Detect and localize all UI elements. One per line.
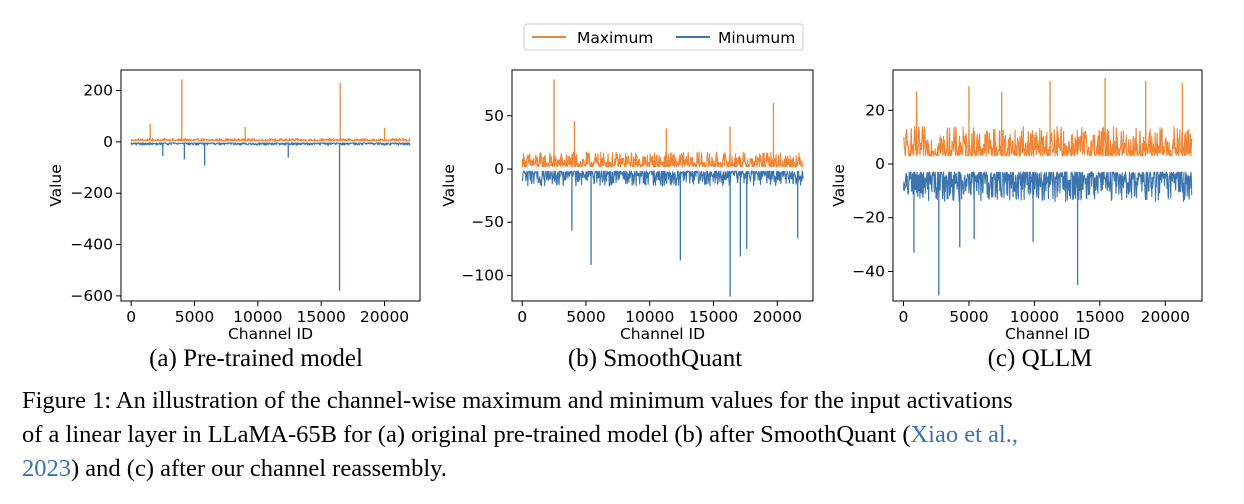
y-tick-label: −20 bbox=[852, 209, 885, 227]
x-tick-label: 15000 bbox=[1075, 308, 1124, 326]
y-tick-label: −40 bbox=[852, 262, 885, 280]
citation-link-year[interactable]: 2023 bbox=[22, 455, 71, 482]
legend-maximum-label: Maximum bbox=[577, 29, 653, 47]
figure-caption: Figure 1: An illustration of the channel… bbox=[22, 384, 1236, 486]
x-tick-label: 15000 bbox=[689, 308, 738, 326]
x-tick-label: 0 bbox=[899, 308, 909, 326]
x-axis-label: Channel ID bbox=[228, 325, 313, 343]
y-tick-label: −100 bbox=[461, 266, 504, 284]
x-tick-label: 0 bbox=[517, 308, 527, 326]
series-line-maximum bbox=[902, 125, 1193, 157]
x-tick-label: 10000 bbox=[233, 308, 282, 326]
x-tick-label: 5000 bbox=[175, 308, 214, 326]
series-line-maximum bbox=[130, 137, 411, 142]
subcaption-a: (a) Pre-trained model bbox=[149, 345, 363, 372]
chart-panel-1: 0 5000 10000 15000 20000 50 0 −50 −100 Channel ID… bbox=[440, 69, 814, 343]
caption-line-3: ) and (c) after our channel reassembly. bbox=[71, 455, 447, 482]
x-tick-label: 15000 bbox=[297, 308, 346, 326]
y-tick-label: 20 bbox=[865, 101, 885, 119]
y-tick-label: −600 bbox=[70, 287, 113, 305]
y-tick-label: −200 bbox=[70, 184, 113, 202]
x-tick-label: 20000 bbox=[360, 308, 409, 326]
x-tick-label: 5000 bbox=[949, 308, 988, 326]
y-tick-label: −400 bbox=[70, 236, 113, 254]
chart-panel-2: 0 5000 10000 15000 20000 20 0 −20 −40 Channel ID V… bbox=[830, 69, 1203, 343]
plot-frame bbox=[511, 69, 814, 302]
y-tick-label: 200 bbox=[83, 82, 113, 100]
y-axis-label: Value bbox=[440, 164, 458, 207]
legend: Maximum Minumum bbox=[523, 23, 804, 51]
caption-line-2: of a linear layer in LLaMA-65B for (a) o… bbox=[22, 421, 911, 448]
y-tick-label: 50 bbox=[484, 107, 504, 125]
y-axis-label: Value bbox=[47, 164, 65, 207]
x-tick-label: 10000 bbox=[1010, 308, 1059, 326]
x-tick-label: 10000 bbox=[625, 308, 674, 326]
y-tick-label: 0 bbox=[103, 133, 113, 151]
x-tick-label: 20000 bbox=[753, 308, 802, 326]
legend-minimum-label: Minumum bbox=[718, 29, 795, 47]
series-line-maximum bbox=[521, 151, 804, 168]
plot-frame bbox=[892, 69, 1203, 302]
series-line-minumum bbox=[130, 142, 411, 146]
subcaption-c: (c) QLLM bbox=[987, 345, 1093, 372]
chart-panels: 0 5000 10000 15000 200002000−200−400−600Chan… bbox=[47, 69, 1203, 343]
x-tick-label: 20000 bbox=[1141, 308, 1190, 326]
plot-frame bbox=[120, 69, 421, 302]
subcaption-b: (b) SmoothQuant bbox=[567, 345, 743, 372]
chart-panel-0: 0 5000 10000 15000 20000 200 0 −200 −400 −600 Chan… bbox=[47, 69, 421, 343]
series-line-minumum bbox=[521, 170, 804, 187]
x-axis-label: Channel ID bbox=[620, 325, 705, 343]
x-tick-label: 0 bbox=[126, 308, 136, 326]
citation-link-name[interactable]: Xiao et al., bbox=[910, 421, 1018, 448]
caption-line-1: Figure 1: An illustration of the channel… bbox=[22, 387, 1013, 414]
x-axis-label: Channel ID bbox=[1005, 325, 1090, 343]
x-tick-label: 5000 bbox=[566, 308, 605, 326]
y-tick-label: 0 bbox=[875, 155, 885, 173]
y-tick-label: −50 bbox=[471, 213, 504, 231]
y-axis-label: Value bbox=[830, 164, 848, 207]
legend-frame bbox=[523, 23, 804, 51]
series-line-minumum bbox=[902, 171, 1193, 203]
y-tick-label: 0 bbox=[494, 160, 504, 178]
